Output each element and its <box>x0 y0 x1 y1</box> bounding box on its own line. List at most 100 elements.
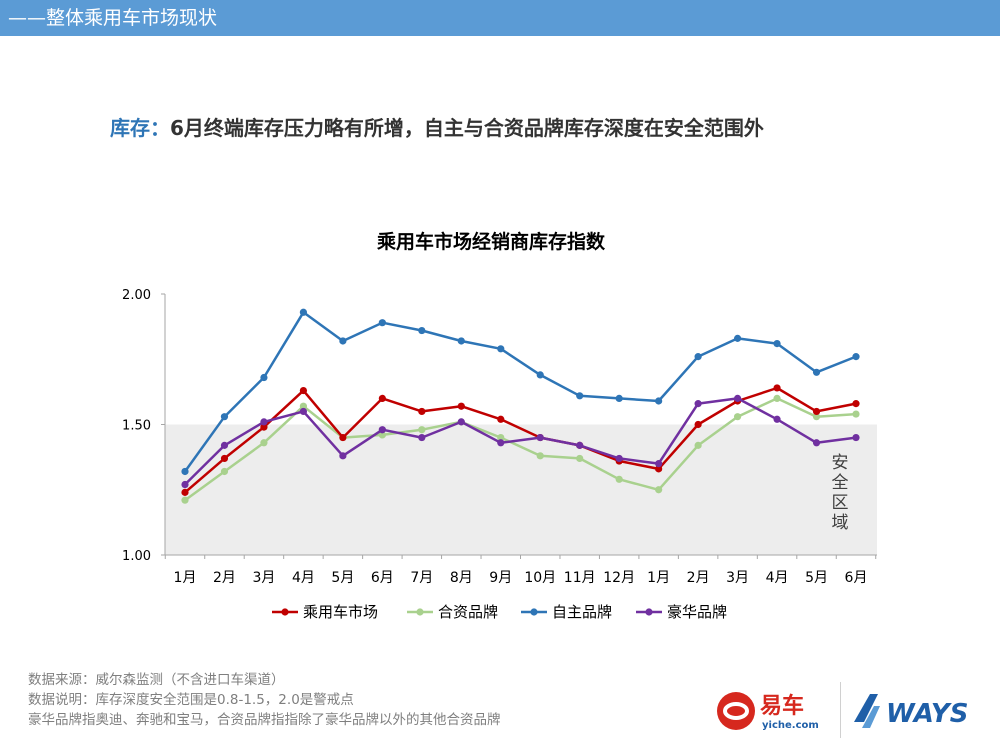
ways-logo-mark <box>854 694 878 722</box>
ways-logo: WAYS <box>854 694 968 729</box>
y-axis-ticks: 2.00 1.50 1.00 <box>122 288 165 564</box>
x-tick-label: 3月 <box>252 570 275 586</box>
data-point <box>378 431 386 439</box>
x-tick-label: 5月 <box>805 570 828 586</box>
data-point <box>220 454 229 463</box>
x-tick-label: 10月 <box>524 570 556 586</box>
note-explanation: 数据说明：库存深度安全范围是0.8-1.5，2.0是警戒点 <box>28 692 354 708</box>
x-tick-label: 2月 <box>213 570 236 586</box>
x-tick-label: 11月 <box>564 570 596 586</box>
data-point <box>339 433 347 442</box>
data-point <box>536 371 544 379</box>
data-point <box>260 423 268 431</box>
data-point <box>812 439 821 447</box>
data-point <box>418 433 426 442</box>
y-tick-label: 1.00 <box>122 549 151 564</box>
headline: 库存：6月终端库存压力略有所增，自主与合资品牌库存深度在安全范围外 <box>110 112 764 141</box>
legend-item: 自主品牌 <box>521 603 612 621</box>
chart-title: 乘用车市场经销商库存指数 <box>376 230 606 253</box>
x-tick-label: 7月 <box>410 570 433 586</box>
yiche-logo-en: yiche.com <box>762 720 819 731</box>
legend-label: 乘用车市场 <box>303 603 378 621</box>
data-point <box>773 394 781 402</box>
data-point <box>339 452 347 460</box>
data-point <box>852 433 860 442</box>
x-tick-label: 8月 <box>450 570 473 586</box>
data-point <box>812 368 821 376</box>
series-line <box>184 397 857 486</box>
data-point <box>181 496 189 504</box>
legend-item: 合资品牌 <box>407 603 498 621</box>
data-point <box>812 407 821 416</box>
data-point <box>299 308 308 316</box>
data-point <box>615 475 623 483</box>
safe-zone-label-text: 安全区域 <box>832 453 849 533</box>
data-point <box>418 407 426 416</box>
ways-logo-mark-2 <box>862 706 880 728</box>
inventory-index-chart: 安全区域 2.00 1.50 1.00 1月 2月 3月 4月 5月 6月 7月 8月 9月 10月 1… <box>122 230 877 621</box>
data-point <box>852 353 860 361</box>
data-point <box>733 413 742 421</box>
data-point <box>773 384 781 392</box>
footnotes: 数据来源：威尔森监测（不含进口车渠道） 数据说明：库存深度安全范围是0.8-1.… <box>28 670 501 730</box>
headline-text: 6月终端库存压力略有所增，自主与合资品牌库存深度在安全范围外 <box>170 116 764 140</box>
legend-item: 豪华品牌 <box>636 603 727 621</box>
x-axis-ticks: 1月 2月 3月 4月 5月 6月 7月 8月 9月 10月 11月 12月 1月 2月 3月 4月 5月 6月 <box>164 555 877 586</box>
x-tick-label: 3月 <box>726 570 749 586</box>
data-point <box>694 353 702 361</box>
y-tick-label: 2.00 <box>122 288 151 303</box>
data-point <box>773 339 781 348</box>
data-point <box>852 410 860 418</box>
data-point <box>220 413 229 421</box>
data-point <box>694 441 702 449</box>
data-point <box>181 467 189 476</box>
data-point <box>299 407 308 416</box>
data-point <box>339 337 347 345</box>
x-tick-label: 9月 <box>489 570 512 586</box>
data-point <box>457 418 465 426</box>
section-title-bar: ——整体乘用车市场现状 <box>0 0 1000 36</box>
x-tick-label: 1月 <box>174 570 197 586</box>
chart-legend: 乘用车市场 合资品牌 自主品牌 豪华品牌 <box>272 603 727 621</box>
safe-zone-label: 安全区域 <box>832 453 849 533</box>
data-point <box>733 334 742 342</box>
data-point <box>497 345 505 353</box>
series-line <box>184 386 857 494</box>
data-point <box>733 394 742 402</box>
x-tick-label: 6月 <box>371 570 394 586</box>
legend-swatch-dot <box>281 608 289 616</box>
legend-label: 自主品牌 <box>552 603 612 621</box>
y-tick-label: 1.50 <box>122 419 151 434</box>
data-point <box>220 441 229 449</box>
yiche-logo-swoosh <box>723 702 749 720</box>
data-point <box>220 467 229 476</box>
x-tick-label: 2月 <box>687 570 710 586</box>
note-source: 数据来源：威尔森监测（不含进口车渠道） <box>28 672 285 688</box>
data-point <box>655 465 663 473</box>
data-point <box>655 486 663 494</box>
data-point <box>497 415 505 423</box>
data-point <box>615 454 623 463</box>
data-point <box>497 439 505 447</box>
data-point <box>655 460 663 468</box>
x-tick-label: 1月 <box>647 570 670 586</box>
x-tick-label: 4月 <box>766 570 789 586</box>
data-point <box>694 400 702 408</box>
series-layer <box>181 308 860 504</box>
yiche-logo-cn: 易车 <box>760 693 804 719</box>
data-point <box>536 452 544 460</box>
x-tick-label: 6月 <box>845 570 868 586</box>
yiche-logo-mark <box>717 692 755 730</box>
data-point <box>576 454 584 463</box>
legend-swatch-dot <box>416 608 424 616</box>
ways-logo-text: WAYS <box>886 699 968 729</box>
data-point <box>260 439 268 447</box>
safe-zone-band <box>165 424 877 555</box>
logo-divider <box>840 682 841 738</box>
data-point <box>576 392 584 400</box>
data-point <box>576 441 584 449</box>
data-point <box>260 418 268 426</box>
data-point <box>418 326 426 335</box>
data-point <box>457 337 465 345</box>
data-point <box>852 400 860 408</box>
